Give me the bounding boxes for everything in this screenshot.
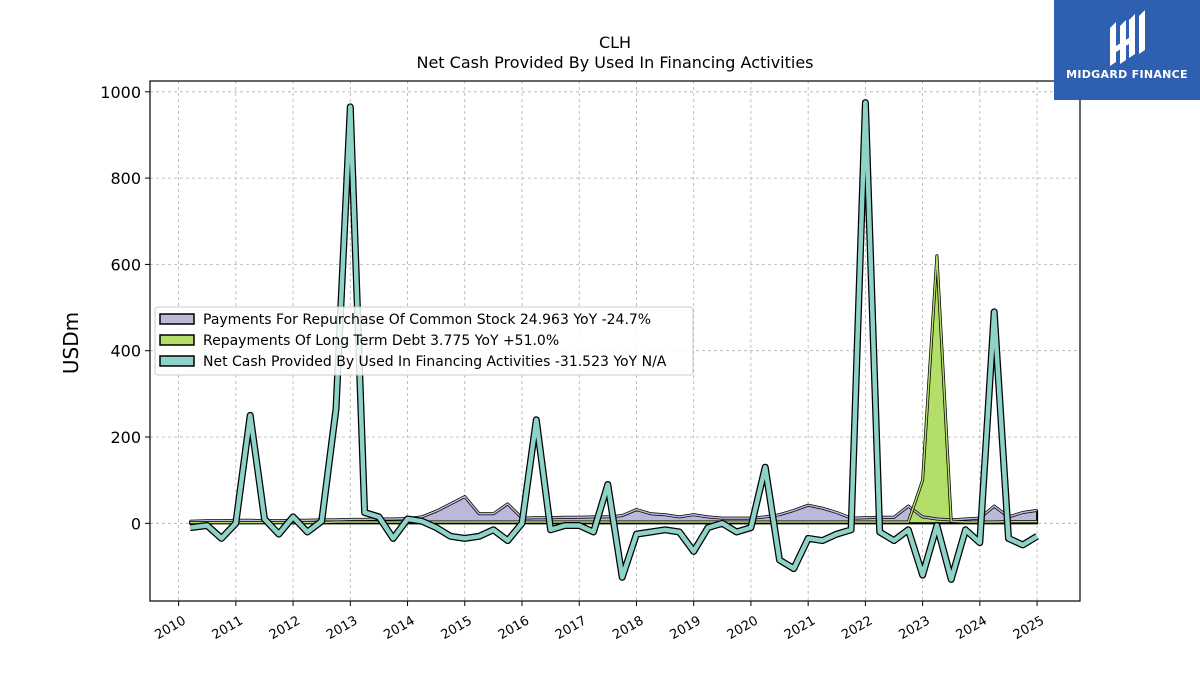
x-tick-label: 2016 <box>496 613 532 643</box>
legend-label: Net Cash Provided By Used In Financing A… <box>203 354 667 370</box>
x-tick-label: 2025 <box>1011 613 1047 643</box>
y-ticks: 0 200 400 600 800 1000 <box>100 83 150 533</box>
x-tick-label: 2017 <box>553 613 589 643</box>
series-line-2 <box>189 100 1039 582</box>
series-outline-1 <box>190 254 1038 524</box>
x-tick-label: 2015 <box>439 613 475 643</box>
legend-box <box>154 306 694 376</box>
x-tick-label: 2013 <box>324 613 360 643</box>
x-tick-label: 2022 <box>839 613 875 643</box>
y-tick-label: 400 <box>110 342 141 361</box>
chart-subtitle: Net Cash Provided By Used In Financing A… <box>416 53 813 72</box>
x-ticks: 2010 2011 2012 2013 2014 2015 2016 2017 2018 2019… <box>152 601 1047 643</box>
x-tick-label: 2020 <box>725 613 761 643</box>
x-tick-label: 2012 <box>267 613 303 643</box>
x-tick-label: 2010 <box>152 613 188 643</box>
brand-logo: MIDGARD FINANCE <box>1054 0 1200 100</box>
logo-mark-icon <box>1110 10 1145 66</box>
y-tick-label: 200 <box>110 428 141 447</box>
x-tick-label: 2019 <box>668 613 704 643</box>
y-axis-label: USDm <box>59 312 83 374</box>
legend-label: Payments For Repurchase Of Common Stock … <box>203 312 651 328</box>
legend-label: Repayments Of Long Term Debt 3.775 YoY +… <box>203 333 559 349</box>
chart-title: CLH <box>599 33 631 52</box>
logo-text: MIDGARD FINANCE <box>1066 68 1188 81</box>
x-tick-label: 2023 <box>896 613 932 643</box>
legend-swatch <box>159 355 195 367</box>
x-tick-label: 2024 <box>954 613 990 643</box>
x-tick-label: 2021 <box>782 613 818 643</box>
x-tick-label: 2011 <box>210 613 246 643</box>
y-tick-label: 1000 <box>100 83 141 102</box>
legend: Payments For Repurchase Of Common Stock … <box>154 306 694 376</box>
series-lines <box>189 99 1039 583</box>
y-tick-label: 0 <box>131 514 141 533</box>
y-tick-label: 800 <box>110 169 141 188</box>
plot-frame <box>149 80 1081 602</box>
series-line-1 <box>190 255 1038 524</box>
series-area-1 <box>189 254 1039 525</box>
legend-swatch <box>159 313 195 325</box>
y-tick-label: 600 <box>110 255 141 274</box>
x-tick-label: 2014 <box>381 613 417 643</box>
x-tick-label: 2018 <box>610 613 646 643</box>
legend-swatch <box>159 334 195 346</box>
series-areas <box>189 254 1039 525</box>
